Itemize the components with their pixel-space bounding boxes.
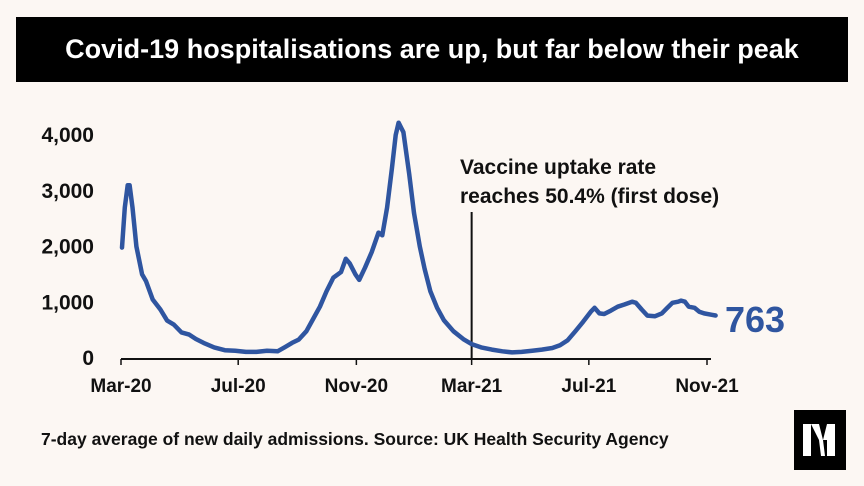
y-tick-label: 1,000 xyxy=(41,291,94,314)
chart-title-banner: Covid-19 hospitalisations are up, but fa… xyxy=(16,17,848,82)
x-tick-label: Jul-20 xyxy=(211,376,266,397)
latest-value-label: 763 xyxy=(725,299,785,340)
nm-logo-icon xyxy=(794,410,846,470)
y-tick-label: 4,000 xyxy=(41,124,94,147)
chart-title: Covid-19 hospitalisations are up, but fa… xyxy=(65,34,799,64)
x-tick-label: Nov-21 xyxy=(675,376,739,397)
y-tick-label: 2,000 xyxy=(41,236,94,259)
annotation-text: reaches 50.4% (first dose) xyxy=(460,185,719,208)
x-tick-label: Mar-20 xyxy=(90,376,151,397)
source-note: 7-day average of new daily admissions. S… xyxy=(41,429,669,449)
annotation-text: Vaccine uptake rate xyxy=(460,156,656,179)
y-tick-label: 0 xyxy=(82,347,94,370)
x-tick-label: Jul-21 xyxy=(561,376,616,397)
x-tick-label: Mar-21 xyxy=(441,376,503,397)
y-tick-label: 3,000 xyxy=(41,180,94,203)
x-tick-label: Nov-20 xyxy=(325,376,388,397)
